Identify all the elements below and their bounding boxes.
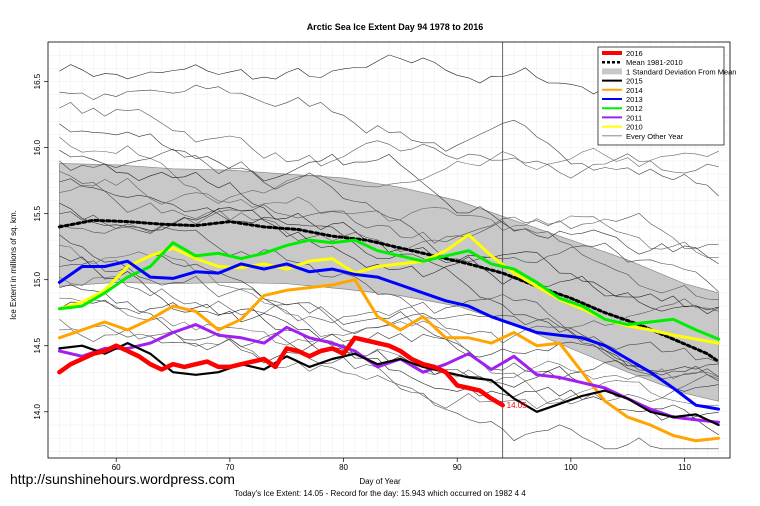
y-tick-label: 14.5 xyxy=(33,337,42,353)
x-tick-label: 110 xyxy=(678,463,691,472)
other-year-line xyxy=(59,245,719,406)
x-axis-label: Day of Year xyxy=(359,477,401,486)
other-year-line xyxy=(59,178,719,372)
y-tick-label: 15.5 xyxy=(33,205,42,221)
other-year-line xyxy=(59,102,719,179)
other-year-line xyxy=(59,234,719,392)
today-value-label: 14.05 xyxy=(507,401,528,410)
series-line-2014 xyxy=(57,278,721,443)
legend-label: Every Other Year xyxy=(626,132,684,141)
today-caption: Today's Ice Extent: 14.05 - Record for t… xyxy=(234,489,526,498)
x-tick-label: 100 xyxy=(564,463,578,472)
y-axis-label: Ice Extent in millions of sq. km. xyxy=(9,210,18,320)
y-tick-label: 14.0 xyxy=(33,403,42,419)
y-tick-label: 16.5 xyxy=(33,73,42,89)
other-year-line xyxy=(59,84,719,197)
x-tick-label: 80 xyxy=(339,463,348,472)
series-line-2013 xyxy=(57,259,721,411)
x-tick-label: 70 xyxy=(225,463,234,472)
x-tick-label: 60 xyxy=(112,463,121,472)
series-line-mean-1981-2010 xyxy=(57,218,721,364)
other-year-line xyxy=(59,202,719,315)
y-tick-label: 15.0 xyxy=(33,271,42,287)
legend-label: 2016 xyxy=(626,49,643,58)
series-line-2012 xyxy=(57,238,721,341)
legend-swatch-1-standard-deviation-from-mean xyxy=(602,68,622,75)
y-tick-label: 16.0 xyxy=(33,139,42,155)
plot-frame xyxy=(47,41,731,459)
series-line-2011 xyxy=(57,323,721,424)
other-year-line xyxy=(59,148,719,293)
other-year-line xyxy=(59,136,719,204)
legend-label: 2012 xyxy=(626,104,643,113)
legend-label: 2010 xyxy=(626,123,643,132)
other-year-line xyxy=(59,211,719,380)
x-tick-label: 90 xyxy=(453,463,462,472)
chart-title: Arctic Sea Ice Extent Day 94 1978 to 201… xyxy=(307,22,484,32)
legend-label: Mean 1981-2010 xyxy=(626,58,683,67)
legend-label: 2013 xyxy=(626,95,643,104)
other-year-line xyxy=(59,284,719,382)
other-year-line xyxy=(59,276,719,344)
legend-label: 2014 xyxy=(626,86,643,95)
other-year-line xyxy=(59,319,719,450)
other-year-line xyxy=(59,178,719,258)
legend-label: 2011 xyxy=(626,113,642,122)
other-year-line xyxy=(59,123,719,265)
watermark-url[interactable]: http://sunshinehours.wordpress.com xyxy=(10,471,235,487)
other-year-line xyxy=(59,297,719,384)
series-line-2016 xyxy=(57,335,505,408)
plot-area: 14.05 60 70 80 90 100 110 14.0 14.5 15.0 15.5 16.0 1… xyxy=(33,41,736,472)
series-line-2015 xyxy=(58,342,720,427)
legend-label: 1 Standard Deviation From Mean xyxy=(626,67,736,76)
other-year-line xyxy=(59,328,719,410)
legend-label: 2015 xyxy=(626,77,643,86)
